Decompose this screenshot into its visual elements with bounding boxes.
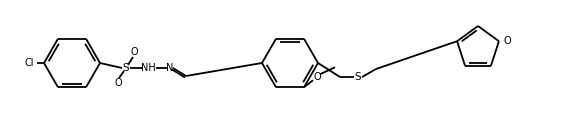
Text: O: O bbox=[504, 36, 512, 46]
Text: S: S bbox=[355, 72, 361, 82]
Text: NH: NH bbox=[140, 63, 156, 73]
Text: S: S bbox=[123, 63, 129, 73]
Text: N: N bbox=[166, 63, 174, 73]
Text: O: O bbox=[130, 47, 138, 57]
Text: Cl: Cl bbox=[24, 58, 34, 68]
Text: O: O bbox=[313, 72, 321, 82]
Text: O: O bbox=[114, 78, 122, 88]
